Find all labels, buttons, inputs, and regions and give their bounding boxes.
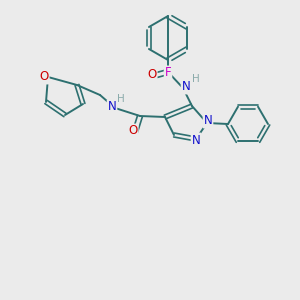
Text: H: H bbox=[117, 94, 125, 104]
Text: H: H bbox=[192, 74, 200, 84]
Text: N: N bbox=[204, 115, 212, 128]
Text: O: O bbox=[39, 70, 49, 83]
Text: O: O bbox=[147, 68, 157, 82]
Text: O: O bbox=[128, 124, 138, 137]
Text: F: F bbox=[165, 67, 171, 80]
Text: N: N bbox=[192, 134, 200, 146]
Text: N: N bbox=[182, 80, 190, 94]
Text: N: N bbox=[108, 100, 116, 113]
